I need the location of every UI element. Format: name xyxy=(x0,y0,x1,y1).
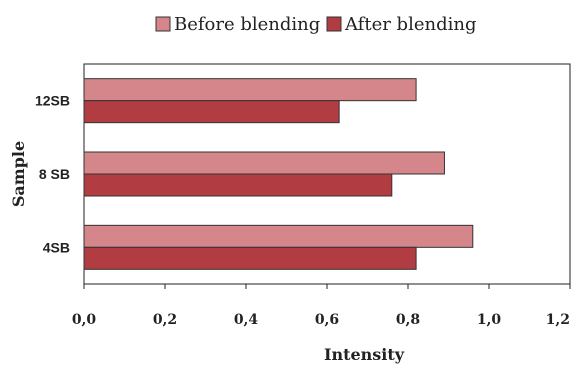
category-label: 8 SB xyxy=(39,166,70,182)
x-axis-ticks: 0,0 0,2 0,4 0,6 0,8 1,0 1,2 xyxy=(72,284,571,328)
x-tick-label: 0,2 xyxy=(153,312,177,328)
bar-before-12sb xyxy=(83,78,417,102)
category-label: 4SB xyxy=(43,239,70,255)
x-tick-label: 0,0 xyxy=(72,312,97,328)
bar-after-12sb xyxy=(83,100,340,124)
bar-after-8sb xyxy=(83,173,393,197)
x-tick-label: 1,0 xyxy=(477,312,502,328)
legend: Before blending After blending xyxy=(155,14,476,35)
legend-item-after: After blending xyxy=(326,14,476,35)
legend-label-after: After blending xyxy=(344,14,476,35)
bar-after-4sb xyxy=(83,246,417,270)
bar-before-8sb xyxy=(83,151,445,175)
x-tick-label: 0,6 xyxy=(315,312,339,328)
legend-label-before: Before blending xyxy=(174,14,320,35)
bars-group xyxy=(83,78,474,270)
x-tick-label: 1,2 xyxy=(546,312,570,328)
x-tick-label: 0,8 xyxy=(396,312,420,328)
legend-swatch-after xyxy=(326,16,342,32)
legend-item-before: Before blending xyxy=(155,14,320,35)
category-labels: 12SB 8 SB 4SB xyxy=(35,93,70,256)
legend-swatch-before xyxy=(155,16,171,32)
x-axis-title: Intensity xyxy=(324,345,405,364)
bar-before-4sb xyxy=(83,224,474,248)
x-tick-label: 0,4 xyxy=(234,312,259,328)
category-label: 12SB xyxy=(35,93,70,109)
y-axis-title: Sample xyxy=(9,141,28,207)
